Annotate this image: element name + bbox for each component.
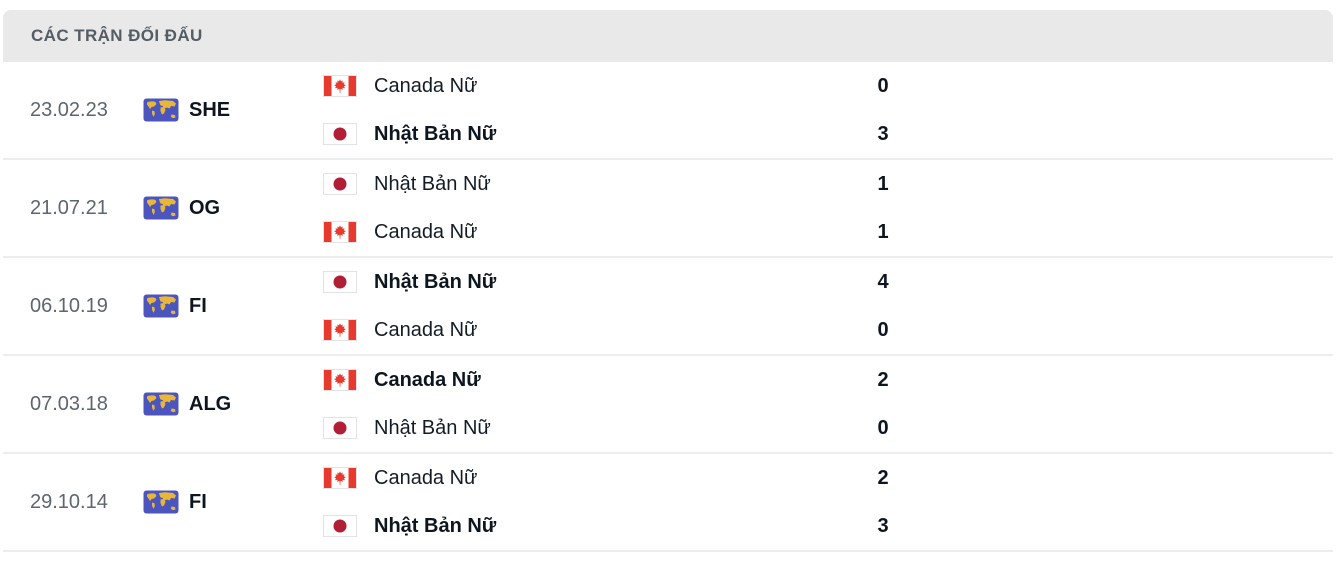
team-line: Nhật Bản Nữ 3 — [323, 511, 1333, 541]
team-name: Nhật Bản Nữ — [374, 172, 491, 195]
competition-cell: SHE — [143, 98, 293, 122]
head-to-head-card: CÁC TRẬN ĐỐI ĐẤU 23.02.23 SHE Canada Nữ … — [3, 10, 1333, 552]
team-score: 3 — [877, 514, 889, 537]
teams-cell: Canada Nữ 0 Nhật Bản Nữ 3 — [293, 71, 1333, 149]
match-date: 21.07.21 — [30, 196, 108, 219]
team-line: Nhật Bản Nữ 1 — [323, 169, 1333, 199]
team-score: 0 — [877, 74, 889, 97]
team-name: Nhật Bản Nữ — [374, 416, 491, 439]
match-row[interactable]: 29.10.14 FI Canada Nữ 2 Nhật Bản Nữ 3 — [3, 454, 1333, 552]
teams-cell: Canada Nữ 2 Nhật Bản Nữ 0 — [293, 365, 1333, 443]
match-date: 23.02.23 — [30, 98, 108, 121]
match-date: 07.03.18 — [30, 392, 108, 415]
section-header: CÁC TRẬN ĐỐI ĐẤU — [3, 10, 1333, 62]
team-line: Nhật Bản Nữ 0 — [323, 413, 1333, 443]
match-row[interactable]: 21.07.21 OG Nhật Bản Nữ 1 Canada Nữ 1 — [3, 160, 1333, 258]
canada-flag-icon — [323, 75, 357, 97]
team-name: Canada Nữ — [374, 466, 478, 489]
canada-flag-icon — [323, 319, 357, 341]
japan-flag-icon — [323, 173, 357, 195]
japan-flag-icon — [323, 417, 357, 439]
team-score: 0 — [877, 318, 889, 341]
team-name: Canada Nữ — [374, 318, 478, 341]
team-score: 4 — [877, 270, 889, 293]
competition-cell: OG — [143, 196, 293, 220]
team-name: Nhật Bản Nữ — [374, 122, 497, 145]
competition-cell: FI — [143, 490, 293, 514]
team-name: Nhật Bản Nữ — [374, 270, 497, 293]
match-row[interactable]: 06.10.19 FI Nhật Bản Nữ 4 Canada Nữ 0 — [3, 258, 1333, 356]
world-map-icon — [143, 98, 179, 122]
match-date: 29.10.14 — [30, 490, 108, 513]
competition-label: FI — [189, 490, 207, 513]
team-name: Nhật Bản Nữ — [374, 514, 497, 537]
teams-cell: Nhật Bản Nữ 4 Canada Nữ 0 — [293, 267, 1333, 345]
team-line: Nhật Bản Nữ 4 — [323, 267, 1333, 297]
team-score: 3 — [877, 122, 889, 145]
teams-cell: Canada Nữ 2 Nhật Bản Nữ 3 — [293, 463, 1333, 541]
match-row[interactable]: 23.02.23 SHE Canada Nữ 0 Nhật Bản Nữ 3 — [3, 62, 1333, 160]
competition-label: SHE — [189, 98, 231, 121]
canada-flag-icon — [323, 221, 357, 243]
japan-flag-icon — [323, 271, 357, 293]
japan-flag-icon — [323, 515, 357, 537]
section-title: CÁC TRẬN ĐỐI ĐẤU — [31, 26, 203, 45]
team-name: Canada Nữ — [374, 368, 481, 391]
team-score: 1 — [877, 172, 889, 195]
team-line: Canada Nữ 2 — [323, 365, 1333, 395]
world-map-icon — [143, 490, 179, 514]
competition-label: ALG — [189, 392, 232, 415]
team-score: 2 — [877, 368, 889, 391]
teams-cell: Nhật Bản Nữ 1 Canada Nữ 1 — [293, 169, 1333, 247]
team-name: Canada Nữ — [374, 220, 478, 243]
competition-cell: FI — [143, 294, 293, 318]
competition-label: OG — [189, 196, 221, 219]
team-line: Canada Nữ 1 — [323, 217, 1333, 247]
world-map-icon — [143, 392, 179, 416]
team-line: Canada Nữ 2 — [323, 463, 1333, 493]
team-score: 2 — [877, 466, 889, 489]
team-score: 0 — [877, 416, 889, 439]
competition-label: FI — [189, 294, 207, 317]
match-row[interactable]: 07.03.18 ALG Canada Nữ 2 Nhật Bản Nữ 0 — [3, 356, 1333, 454]
team-line: Canada Nữ 0 — [323, 315, 1333, 345]
team-score: 1 — [877, 220, 889, 243]
team-name: Canada Nữ — [374, 74, 478, 97]
japan-flag-icon — [323, 123, 357, 145]
world-map-icon — [143, 294, 179, 318]
canada-flag-icon — [323, 467, 357, 489]
team-line: Nhật Bản Nữ 3 — [323, 119, 1333, 149]
world-map-icon — [143, 196, 179, 220]
canada-flag-icon — [323, 369, 357, 391]
match-date: 06.10.19 — [30, 294, 108, 317]
competition-cell: ALG — [143, 392, 293, 416]
team-line: Canada Nữ 0 — [323, 71, 1333, 101]
